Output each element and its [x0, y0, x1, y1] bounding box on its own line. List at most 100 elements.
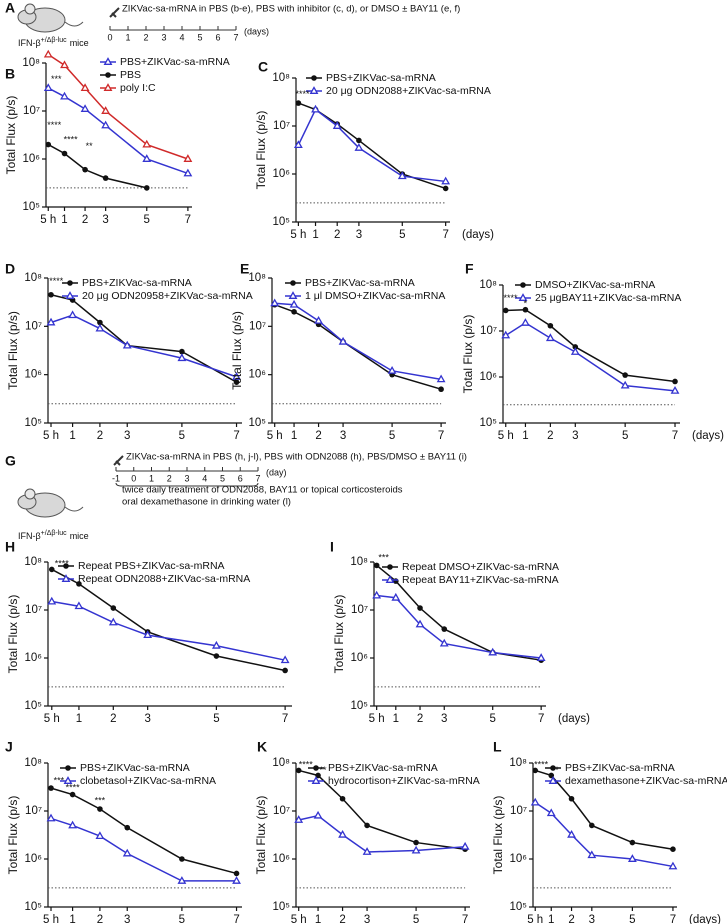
marker — [670, 846, 676, 853]
marker — [80, 83, 90, 92]
y-tick-label: 10⁷ — [25, 604, 42, 616]
y-axis-label: Total Flux (p/s) — [254, 796, 268, 875]
mouse-label-part: IFN-β — [18, 38, 41, 48]
legend-label: 1 μl DMSO+ZIKVac-sa-mRNA — [305, 290, 445, 302]
marker — [101, 106, 111, 114]
y-tick-label: 10⁵ — [24, 901, 42, 913]
legend-marker — [309, 86, 319, 94]
series-line — [47, 53, 189, 160]
significance: **** — [295, 89, 310, 99]
legend-marker — [65, 765, 71, 771]
y-tick-label: 10⁶ — [509, 853, 527, 865]
significance: **** — [55, 559, 70, 569]
x-unit: (days) — [558, 713, 590, 725]
significance: ** — [552, 765, 560, 775]
marker — [177, 353, 187, 362]
marker — [354, 143, 364, 151]
marker — [572, 344, 579, 350]
x-tick-label: 1 — [69, 914, 75, 924]
y-tick-label: 10⁸ — [350, 556, 368, 568]
marker — [364, 822, 370, 829]
significance: *** — [95, 796, 106, 806]
y-axis-label: Total Flux (p/s) — [461, 315, 475, 394]
legend-label: dexamethasone+ZIKVac-sa-mRNA — [565, 775, 727, 787]
panel-label: A — [5, 0, 15, 16]
legend-marker — [288, 291, 298, 299]
significance: * — [524, 299, 528, 309]
marker — [338, 336, 348, 345]
marker — [97, 806, 103, 812]
x-tick-label: 2 — [334, 229, 340, 241]
y-tick-label: 10⁸ — [22, 57, 40, 69]
legend-label: clobetasol+ZIKVac-sa-mRNA — [80, 775, 216, 787]
mouse-label-part: mice — [70, 38, 89, 48]
panel-label: L — [493, 739, 502, 755]
marker — [589, 822, 595, 829]
mouse-ear — [24, 488, 36, 500]
x-tick-label: 5 h — [43, 430, 59, 442]
y-tick-label: 10⁶ — [272, 168, 290, 180]
significance: **** — [64, 134, 79, 144]
timeline-tick-label: 6 — [215, 32, 220, 42]
y-axis-label: Total Flux (p/s) — [332, 595, 346, 674]
series-line — [47, 87, 189, 175]
x-unit: (days) — [692, 430, 724, 442]
x-tick-label: 2 — [110, 713, 116, 725]
marker — [76, 581, 82, 587]
legend-marker — [313, 765, 319, 771]
marker — [620, 380, 630, 389]
marker — [411, 845, 421, 854]
marker — [415, 619, 425, 628]
marker — [397, 171, 407, 180]
marker — [48, 785, 54, 791]
marker — [536, 653, 546, 661]
marker — [45, 141, 52, 148]
timeline-tick-label: -1 — [112, 473, 120, 483]
series-line — [298, 769, 466, 850]
legend-marker — [61, 574, 71, 582]
marker — [80, 104, 90, 112]
marker — [627, 854, 637, 862]
y-tick-label: 10⁵ — [272, 901, 290, 913]
marker — [60, 60, 69, 69]
syringe — [109, 7, 120, 18]
legend-marker — [63, 563, 69, 569]
y-tick-label: 10⁸ — [272, 757, 290, 769]
timeline-tick-label: 1 — [125, 32, 130, 42]
marker — [47, 596, 57, 605]
x-tick-label: 1 — [548, 914, 554, 924]
mouse-label: IFN-β+/Δβ-luc mice — [18, 530, 89, 541]
y-tick-label: 10⁸ — [272, 72, 290, 84]
marker — [339, 795, 346, 802]
legend-marker — [550, 765, 556, 771]
marker — [61, 150, 68, 157]
marker — [48, 566, 55, 573]
marker — [95, 831, 105, 840]
panel-label: D — [5, 261, 15, 277]
y-tick-label: 10⁸ — [479, 279, 497, 291]
marker — [46, 317, 56, 326]
marker — [291, 308, 297, 315]
panel-label: B — [5, 66, 15, 82]
x-tick-label: 2 — [339, 914, 345, 924]
x-tick-label: 7 — [282, 713, 288, 725]
legend-marker — [548, 776, 558, 784]
x-tick-label: 1 — [393, 713, 399, 725]
panel-label: E — [240, 261, 249, 277]
timeline-unit: (day) — [266, 467, 287, 477]
significance: ** — [86, 141, 94, 151]
x-tick-label: 1 — [76, 713, 82, 725]
y-tick-label: 10⁷ — [25, 805, 42, 817]
x-tick-label: 7 — [233, 914, 239, 924]
y-tick-label: 10⁸ — [24, 272, 42, 284]
legend-label: PBS+ZIKVac-sa-mRNA — [565, 762, 675, 774]
marker — [622, 372, 628, 378]
marker — [293, 140, 303, 149]
marker — [668, 861, 678, 870]
marker — [530, 797, 540, 806]
legend-label: PBS+ZIKVac-sa-mRNA — [326, 72, 436, 84]
x-tick-label: 2 — [315, 430, 321, 442]
y-tick-label: 10⁶ — [24, 853, 42, 865]
series-line — [505, 322, 676, 392]
x-tick-label: 7 — [438, 430, 444, 442]
